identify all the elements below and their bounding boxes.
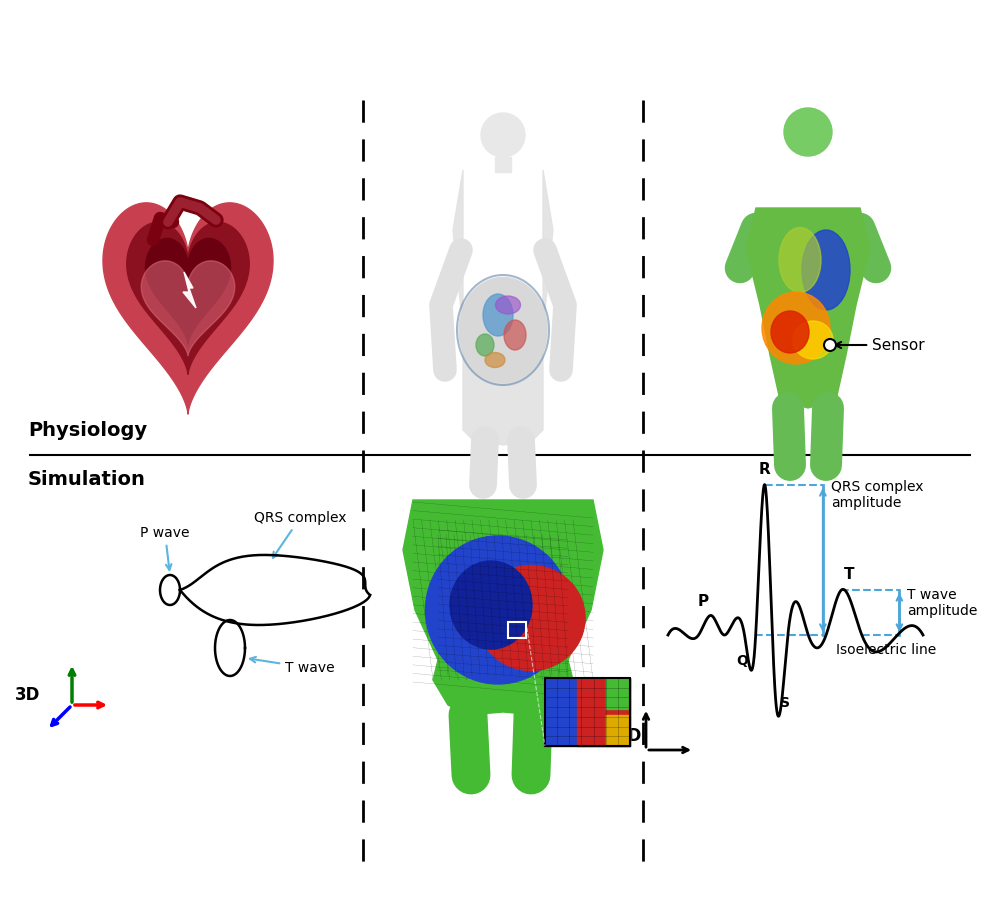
Ellipse shape (459, 277, 547, 382)
Text: 2D: 2D (617, 727, 642, 745)
Text: T wave
amplitude: T wave amplitude (907, 588, 978, 618)
Ellipse shape (496, 296, 520, 314)
Text: R: R (759, 462, 771, 477)
Polygon shape (606, 678, 630, 708)
Text: P: P (698, 595, 709, 609)
Polygon shape (127, 222, 249, 374)
Polygon shape (433, 660, 573, 715)
Polygon shape (146, 238, 230, 344)
Text: Sensor: Sensor (835, 338, 925, 353)
Polygon shape (403, 500, 603, 675)
Polygon shape (453, 170, 553, 445)
Ellipse shape (483, 294, 513, 336)
Polygon shape (606, 716, 630, 746)
Text: S: S (780, 696, 790, 710)
Ellipse shape (771, 311, 809, 353)
Bar (508, 622, 526, 638)
Text: Isoelectric line: Isoelectric line (836, 643, 937, 657)
Polygon shape (183, 272, 196, 308)
Polygon shape (495, 157, 511, 172)
Ellipse shape (450, 561, 532, 649)
Ellipse shape (485, 353, 505, 367)
Polygon shape (577, 678, 630, 746)
Ellipse shape (779, 228, 821, 292)
Polygon shape (545, 678, 630, 746)
Text: T: T (843, 567, 854, 582)
Circle shape (824, 339, 836, 351)
Text: Physiology: Physiology (28, 421, 147, 440)
Text: 3D: 3D (15, 686, 40, 704)
Ellipse shape (802, 230, 850, 310)
Circle shape (481, 113, 525, 157)
Polygon shape (141, 261, 235, 356)
Ellipse shape (426, 536, 570, 684)
Ellipse shape (476, 334, 494, 356)
Text: QRS complex
amplitude: QRS complex amplitude (831, 480, 923, 510)
Text: P wave: P wave (140, 526, 190, 570)
Ellipse shape (762, 292, 830, 364)
Text: T wave: T wave (250, 657, 335, 675)
Circle shape (784, 108, 832, 156)
Text: Q: Q (736, 654, 748, 668)
Polygon shape (103, 202, 273, 414)
Ellipse shape (504, 320, 526, 350)
Ellipse shape (477, 565, 585, 670)
Text: QRS complex: QRS complex (254, 511, 346, 558)
Polygon shape (746, 208, 870, 408)
Text: Simulation: Simulation (28, 470, 146, 489)
Ellipse shape (793, 321, 833, 359)
Bar (545, 678, 630, 746)
